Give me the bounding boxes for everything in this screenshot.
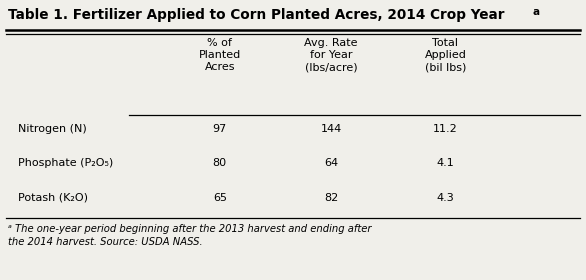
Text: 80: 80 bbox=[213, 158, 227, 168]
Text: 144: 144 bbox=[321, 124, 342, 134]
Text: 82: 82 bbox=[324, 193, 338, 203]
Text: Total
Applied
(bil lbs): Total Applied (bil lbs) bbox=[424, 38, 466, 72]
Text: Avg. Rate
for Year
(lbs/acre): Avg. Rate for Year (lbs/acre) bbox=[304, 38, 358, 72]
Text: Table 1. Fertilizer Applied to Corn Planted Acres, 2014 Crop Year: Table 1. Fertilizer Applied to Corn Plan… bbox=[8, 8, 509, 22]
Text: % of
Planted
Acres: % of Planted Acres bbox=[199, 38, 241, 72]
Text: 65: 65 bbox=[213, 193, 227, 203]
Text: a: a bbox=[532, 7, 539, 17]
Text: 97: 97 bbox=[213, 124, 227, 134]
Text: 64: 64 bbox=[324, 158, 338, 168]
Text: Phosphate (P₂O₅): Phosphate (P₂O₅) bbox=[18, 158, 113, 168]
Text: Potash (K₂O): Potash (K₂O) bbox=[18, 193, 87, 203]
Text: ᵃ The one-year period beginning after the 2013 harvest and ending after
the 2014: ᵃ The one-year period beginning after th… bbox=[8, 224, 372, 247]
Text: 4.1: 4.1 bbox=[437, 158, 454, 168]
Text: Nitrogen (N): Nitrogen (N) bbox=[18, 124, 86, 134]
Text: 4.3: 4.3 bbox=[437, 193, 454, 203]
Text: 11.2: 11.2 bbox=[433, 124, 458, 134]
